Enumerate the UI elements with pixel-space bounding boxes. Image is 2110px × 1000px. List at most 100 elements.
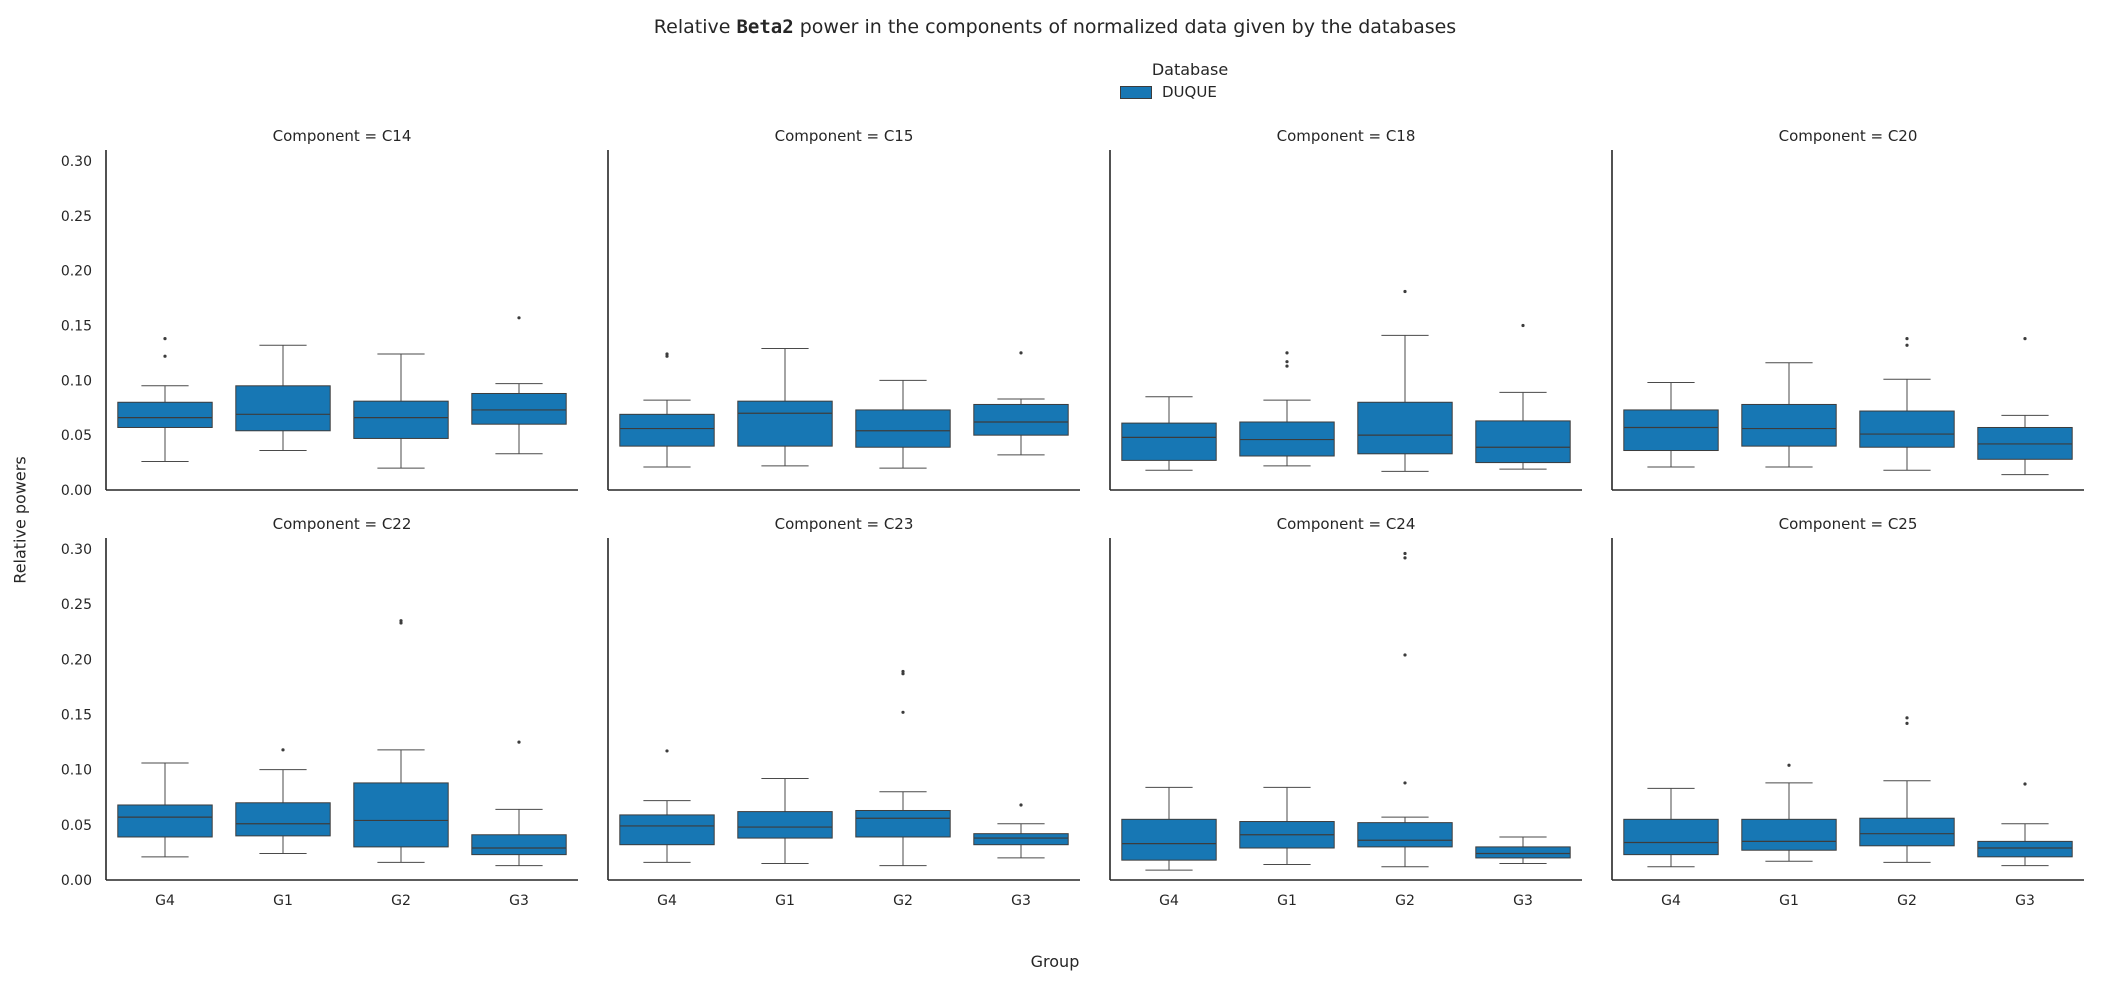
panel-title: Component = C22 bbox=[273, 515, 412, 533]
box-iqr bbox=[1741, 403, 1837, 447]
box-iqr bbox=[235, 385, 331, 432]
x-tick-label: G4 bbox=[155, 893, 175, 909]
outlier-point bbox=[901, 669, 905, 674]
outlier-point bbox=[1403, 781, 1407, 785]
x-tick-label: G1 bbox=[1779, 893, 1799, 909]
box-iqr bbox=[1977, 840, 2073, 858]
panel-title: Component = C15 bbox=[775, 127, 914, 145]
outlier-point bbox=[1019, 803, 1023, 807]
y-tick-label: 0.10 bbox=[61, 373, 92, 389]
x-tick-label: G4 bbox=[657, 893, 677, 909]
x-axis-label: Group bbox=[1030, 952, 1080, 971]
box-iqr bbox=[1121, 422, 1217, 461]
legend-swatch bbox=[1120, 85, 1152, 99]
x-tick-label: G4 bbox=[1159, 893, 1179, 909]
panel-title: Component = C25 bbox=[1779, 515, 1918, 533]
y-tick-label: 0.10 bbox=[61, 763, 92, 779]
x-tick-label: G1 bbox=[775, 893, 795, 909]
y-tick-label: 0.05 bbox=[61, 428, 92, 444]
box-iqr bbox=[1741, 818, 1837, 851]
y-tick-label: 0.20 bbox=[61, 264, 92, 280]
outlier-point bbox=[1403, 551, 1407, 556]
outlier-point bbox=[1403, 556, 1407, 560]
outlier-point bbox=[1787, 763, 1791, 767]
x-tick-label: G1 bbox=[273, 893, 293, 909]
outlier-point bbox=[2023, 337, 2027, 341]
outlier-point bbox=[1285, 351, 1289, 355]
box-iqr bbox=[973, 403, 1069, 436]
outlier-point bbox=[1521, 323, 1525, 328]
box-iqr bbox=[117, 804, 213, 838]
box-iqr bbox=[1357, 822, 1453, 848]
x-tick-label: G3 bbox=[1011, 893, 1031, 909]
chart-title-suffix: power in the components of normalized da… bbox=[799, 16, 1457, 38]
outlier-point bbox=[163, 354, 167, 358]
box-iqr bbox=[353, 400, 449, 439]
outlier-point bbox=[1285, 360, 1289, 364]
box-iqr bbox=[855, 409, 951, 448]
outlier-point bbox=[517, 316, 521, 320]
x-tick-label: G2 bbox=[893, 893, 913, 909]
panel-title: Component = C18 bbox=[1277, 127, 1416, 145]
y-tick-label: 0.30 bbox=[61, 154, 92, 170]
outlier-point bbox=[1905, 716, 1909, 720]
box-iqr bbox=[235, 802, 331, 837]
outlier-point bbox=[2023, 782, 2027, 786]
box-iqr bbox=[619, 814, 715, 846]
y-tick-label: 0.25 bbox=[61, 597, 92, 613]
x-tick-label: G3 bbox=[509, 893, 529, 909]
box-iqr bbox=[619, 413, 715, 447]
box-iqr bbox=[1623, 818, 1719, 856]
x-tick-label: G2 bbox=[391, 893, 411, 909]
x-tick-label: G1 bbox=[1277, 893, 1297, 909]
box-iqr bbox=[117, 401, 213, 428]
outlier-point bbox=[1905, 343, 1909, 347]
box-iqr bbox=[1121, 818, 1217, 861]
panel-title: Component = C23 bbox=[775, 515, 914, 533]
outlier-point bbox=[901, 710, 905, 714]
y-tick-label: 0.00 bbox=[61, 483, 92, 499]
outlier-point bbox=[1403, 289, 1407, 294]
box-iqr bbox=[1475, 420, 1571, 464]
box-iqr bbox=[1357, 401, 1453, 455]
x-tick-label: G2 bbox=[1897, 893, 1917, 909]
x-tick-label: G3 bbox=[1513, 893, 1533, 909]
y-tick-label: 0.15 bbox=[61, 708, 92, 724]
y-tick-label: 0.30 bbox=[61, 542, 92, 558]
chart-title-bold: Beta2 bbox=[736, 16, 794, 38]
x-tick-label: G4 bbox=[1661, 893, 1681, 909]
chart-title-prefix: Relative bbox=[653, 16, 731, 38]
box-iqr bbox=[1859, 410, 1955, 448]
outlier-point bbox=[399, 621, 403, 625]
box-iqr bbox=[1623, 409, 1719, 452]
outlier-point bbox=[901, 672, 905, 676]
outlier-point bbox=[665, 352, 669, 356]
legend-title: Database bbox=[1151, 60, 1229, 79]
box-iqr bbox=[1475, 846, 1571, 859]
panel-title: Component = C20 bbox=[1779, 127, 1918, 145]
legend-label: DUQUE bbox=[1162, 83, 1217, 101]
outlier-point bbox=[517, 740, 521, 744]
box-iqr bbox=[855, 809, 951, 838]
panel-title: Component = C14 bbox=[273, 127, 412, 145]
x-tick-label: G3 bbox=[2015, 893, 2035, 909]
outlier-point bbox=[1905, 337, 1909, 341]
legend: Database DUQUE bbox=[1120, 60, 1260, 101]
box-iqr bbox=[737, 400, 833, 447]
outlier-point bbox=[163, 337, 167, 341]
x-tick-label: G2 bbox=[1395, 893, 1415, 909]
outlier-point bbox=[1019, 351, 1023, 355]
box-iqr bbox=[471, 834, 567, 856]
outlier-point bbox=[665, 749, 669, 753]
box-iqr bbox=[973, 833, 1069, 846]
panel-title: Component = C24 bbox=[1277, 515, 1416, 533]
y-tick-label: 0.05 bbox=[61, 818, 92, 834]
y-tick-label: 0.20 bbox=[61, 652, 92, 668]
box-iqr bbox=[737, 811, 833, 839]
box-iqr bbox=[1859, 817, 1955, 847]
chart-title: Relative Beta2 power in the components o… bbox=[0, 16, 2110, 38]
y-tick-label: 0.00 bbox=[61, 873, 92, 889]
box-iqr bbox=[353, 782, 449, 848]
legend-item: DUQUE bbox=[1120, 83, 1260, 101]
